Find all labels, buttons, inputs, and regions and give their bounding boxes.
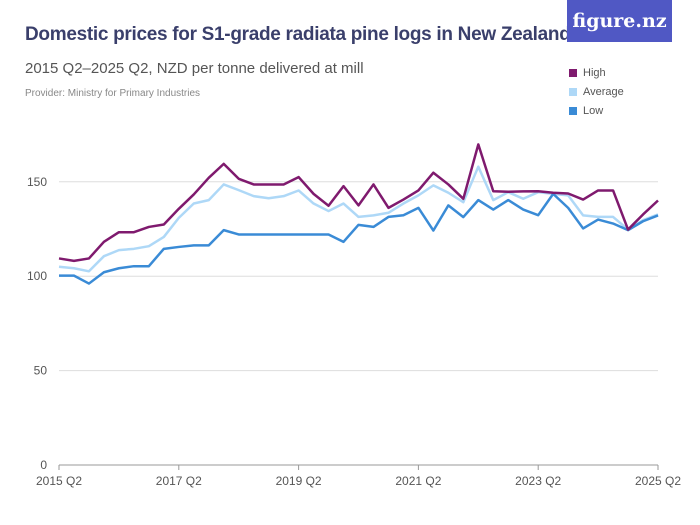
provider-text: Provider: Ministry for Primary Industrie… bbox=[25, 88, 201, 99]
legend-item-average: Average bbox=[569, 82, 624, 101]
y-tick-label: 0 bbox=[40, 458, 47, 472]
chart-subtitle: 2015 Q2–2025 Q2, NZD per tonne delivered… bbox=[25, 60, 364, 77]
x-tick-label: 2019 Q2 bbox=[276, 474, 322, 488]
y-tick-label: 150 bbox=[27, 175, 47, 189]
legend-label-average: Average bbox=[583, 85, 624, 98]
legend-item-high: High bbox=[569, 63, 624, 82]
legend: High Average Low bbox=[569, 63, 624, 120]
legend-swatch-low bbox=[569, 106, 577, 115]
legend-swatch-high bbox=[569, 68, 577, 77]
series-line-average bbox=[58, 165, 659, 273]
legend-item-low: Low bbox=[569, 101, 624, 120]
legend-label-high: High bbox=[583, 66, 606, 79]
x-tick-label: 2025 Q2 bbox=[635, 474, 681, 488]
y-tick-label: 100 bbox=[27, 269, 47, 283]
x-tick-label: 2015 Q2 bbox=[36, 474, 82, 488]
x-tick-label: 2021 Q2 bbox=[395, 474, 441, 488]
legend-label-low: Low bbox=[583, 104, 604, 117]
x-tick-label: 2017 Q2 bbox=[156, 474, 202, 488]
y-tick-label: 50 bbox=[34, 364, 48, 378]
legend-swatch-average bbox=[569, 87, 577, 96]
chart-title: Domestic prices for S1-grade radiata pin… bbox=[25, 24, 571, 45]
series-line-high bbox=[58, 143, 659, 263]
figure-nz-logo[interactable]: figure.nz bbox=[567, 0, 672, 42]
series-line-low bbox=[59, 192, 659, 285]
x-tick-label: 2023 Q2 bbox=[515, 474, 561, 488]
